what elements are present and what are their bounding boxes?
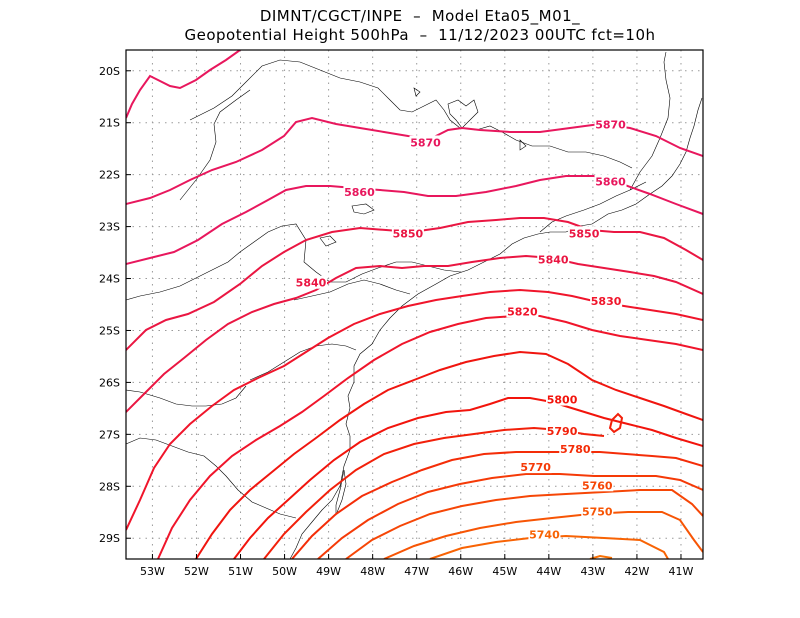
contour-5750 xyxy=(383,511,703,559)
contour-label-background xyxy=(594,117,627,131)
contour-label-background xyxy=(506,304,539,318)
contour-5860 xyxy=(126,175,703,265)
y-tick-label: 28S xyxy=(99,480,120,493)
x-tick-label: 51W xyxy=(228,565,253,578)
contour-label-background xyxy=(528,527,561,541)
contour-5760 xyxy=(345,489,703,559)
coastline-boundaries xyxy=(126,51,703,559)
contour-label-background xyxy=(568,226,601,240)
y-tick-label: 24S xyxy=(99,273,120,286)
x-tick-label: 49W xyxy=(316,565,341,578)
y-tick-label: 26S xyxy=(99,376,120,389)
border-south xyxy=(126,437,297,519)
x-tick-label: 42W xyxy=(624,565,649,578)
contour-label: 5740 xyxy=(529,529,560,542)
y-tick-label: 20S xyxy=(99,65,120,78)
contour-5870 xyxy=(126,50,241,119)
contour-5800 xyxy=(233,397,703,559)
x-tick-label: 41W xyxy=(669,565,694,578)
contour-5830 xyxy=(126,288,703,531)
y-tick-label: 27S xyxy=(99,428,120,441)
x-tick-label: 47W xyxy=(404,565,429,578)
y-tick-label: 23S xyxy=(99,221,120,234)
contour-label-background xyxy=(519,460,552,474)
contour-label-background xyxy=(546,392,579,406)
contour-label: 5850 xyxy=(569,227,600,240)
y-tick-label: 22S xyxy=(99,169,120,182)
contour-5810 xyxy=(195,350,703,559)
contour-5820 xyxy=(157,315,703,559)
contour-label-background xyxy=(590,293,623,307)
plot-frame xyxy=(125,49,704,560)
contour-label: 5770 xyxy=(520,461,551,474)
contour-label: 5830 xyxy=(591,295,622,308)
x-tick-label: 45W xyxy=(492,565,517,578)
coastline xyxy=(289,97,703,559)
contour-label-background xyxy=(581,504,614,518)
contour-label-background xyxy=(546,423,579,437)
axis-ticks: 53W 52W 51W 50W 49W 48W 47W 46W 45W 44W 43W 42W 41W 2… xyxy=(99,65,694,578)
contour-label: 5790 xyxy=(547,425,578,438)
border-argentina xyxy=(126,385,247,407)
contour-5780 xyxy=(291,451,703,559)
contour-label: 5870 xyxy=(595,118,626,131)
contour-5740 xyxy=(429,534,669,559)
contour-label-background xyxy=(537,252,570,266)
state-border-es xyxy=(629,51,671,191)
contour-label-background xyxy=(391,226,424,240)
lagoon xyxy=(335,469,347,516)
contour-label: 5760 xyxy=(582,479,613,492)
x-tick-label: 52W xyxy=(184,565,209,578)
border-parana xyxy=(126,223,461,301)
y-tick-label: 29S xyxy=(99,532,120,545)
contour-label-background xyxy=(294,275,327,289)
reservoir xyxy=(519,139,527,151)
contour-label: 5850 xyxy=(393,227,424,240)
state-border-mg xyxy=(179,89,251,201)
contour-label-background xyxy=(343,184,376,198)
contour-label-background xyxy=(581,478,614,492)
contour-label-background xyxy=(409,135,442,149)
reservoir xyxy=(319,235,337,247)
y-tick-label: 25S xyxy=(99,324,120,337)
contour-label: 5860 xyxy=(344,186,375,199)
contour-5790-loop xyxy=(608,412,624,434)
contour-label-background xyxy=(594,174,627,188)
contour-label: 5820 xyxy=(507,305,538,318)
contour-5770 xyxy=(317,473,703,559)
y-tick-label: 21S xyxy=(99,117,120,130)
contour-label: 5870 xyxy=(410,136,441,149)
state-border-sp xyxy=(189,59,633,169)
map-title-line2: Geopotential Height 500hPa – 11/12/2023 … xyxy=(184,26,656,44)
reservoir xyxy=(351,203,375,215)
state-border-sc xyxy=(249,343,357,381)
reservoir xyxy=(447,99,479,129)
map-title-line1: DIMNT/CGCT/INPE – Model Eta05_M01_ xyxy=(259,7,581,25)
x-tick-label: 48W xyxy=(360,565,385,578)
x-tick-label: 43W xyxy=(580,565,605,578)
reservoir xyxy=(413,87,421,97)
state-border-rj xyxy=(539,181,647,233)
contour-label: 5750 xyxy=(582,505,613,518)
contour-label-background xyxy=(559,441,592,455)
x-tick-label: 50W xyxy=(272,565,297,578)
state-border-pr xyxy=(293,279,411,301)
contour-label: 5860 xyxy=(595,175,626,188)
contour-5840 xyxy=(126,254,703,413)
contour-label: 5840 xyxy=(296,277,327,290)
x-tick-label: 53W xyxy=(140,565,165,578)
height-contours xyxy=(126,50,703,559)
contour-label: 5800 xyxy=(547,394,578,407)
x-tick-label: 46W xyxy=(448,565,473,578)
x-tick-label: 44W xyxy=(536,565,561,578)
contour-label: 5840 xyxy=(538,253,569,266)
contour-label: 5780 xyxy=(560,443,591,456)
